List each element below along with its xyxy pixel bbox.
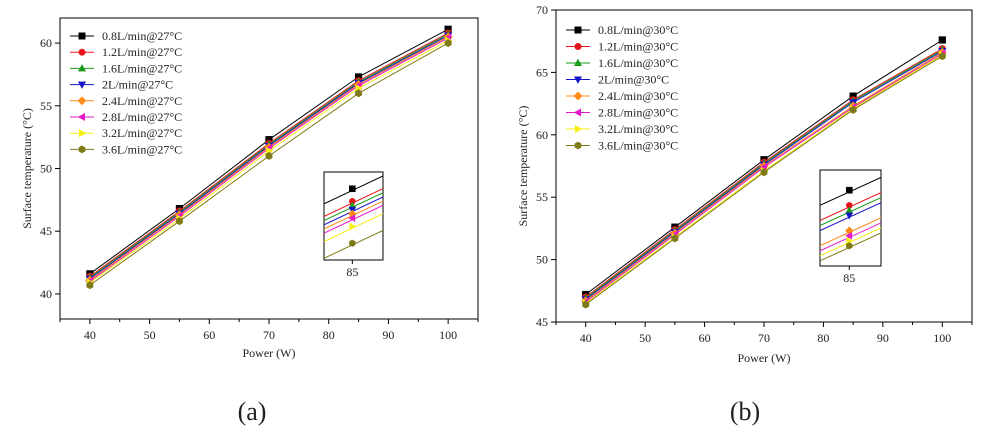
data-point [582, 300, 590, 309]
y-tick-label: 70 [536, 3, 548, 17]
legend-label: 2.4L/min@27°C [102, 94, 182, 108]
inset-series [820, 176, 881, 262]
legend-marker [78, 48, 86, 56]
data-point [938, 36, 946, 44]
x-tick-label: 90 [877, 331, 889, 345]
y-axis-title: Surface temperature (°C) [516, 106, 530, 227]
legend-label: 2.8L/min@27°C [102, 110, 182, 124]
x-tick-label: 100 [439, 328, 457, 342]
legend-label: 2L/min@27°C [102, 78, 173, 92]
chart-b: 40 50 60 70 80 90 100 45 50 55 60 65 70 Power (W) Surf… [516, 3, 973, 426]
data-point [760, 168, 768, 177]
x-tick-label: 70 [263, 328, 275, 342]
legend-marker [574, 124, 583, 134]
legend-marker [574, 26, 582, 34]
inset-point [845, 186, 853, 194]
legend-marker [77, 81, 87, 89]
y-tick-label: 50 [536, 253, 548, 267]
y-axis-title: Surface temperature (°C) [20, 108, 34, 229]
x-tick-label: 60 [203, 328, 215, 342]
y-tick-label: 45 [40, 224, 52, 238]
inset-point [349, 239, 356, 247]
inset-frame [819, 169, 882, 267]
legend-marker [574, 141, 582, 150]
inset: 85 [323, 171, 384, 279]
x-tick-label: 40 [84, 328, 96, 342]
inset-point [349, 185, 356, 193]
legend-marker [78, 145, 86, 154]
legend-label: 2L/min@30°C [598, 73, 669, 87]
legend-marker [573, 108, 582, 117]
x-tick-label: 40 [580, 331, 592, 345]
inset: 85 [819, 169, 882, 285]
data-point [938, 52, 946, 61]
y-tick-label: 50 [40, 162, 52, 176]
x-tick-label: 50 [144, 328, 156, 342]
chart-a: 40 50 60 70 80 90 100 40 45 50 55 60 Power (W) Surfac… [20, 17, 479, 426]
series-7 [86, 39, 452, 290]
legend-marker [573, 76, 583, 84]
inset-point [845, 231, 853, 240]
legend: 0.8L/min@27°C 1.2L/min@27°C 1.6L/min@27°C 2… [70, 29, 182, 156]
inset-tick-label: 85 [346, 265, 358, 279]
legend-label: 0.8L/min@27°C [102, 29, 182, 43]
data-point [175, 217, 183, 226]
legend-label: 0.8L/min@30°C [598, 23, 678, 37]
legend-label: 3.6L/min@30°C [598, 139, 678, 153]
legend-label: 2.4L/min@30°C [598, 89, 678, 103]
y-tick-label: 60 [40, 36, 52, 50]
x-axis-title: Power (W) [243, 346, 296, 360]
data-point [355, 89, 363, 98]
x-axis-title: Power (W) [738, 351, 791, 365]
legend-marker [78, 129, 87, 138]
x-tick-label: 60 [699, 331, 711, 345]
inset-point [846, 242, 853, 250]
x-tick-label: 90 [382, 328, 394, 342]
legend-marker [78, 32, 86, 40]
legend-marker [77, 112, 86, 122]
y-tick-label: 40 [40, 287, 52, 301]
data-point [671, 234, 679, 243]
legend-label: 1.2L/min@30°C [598, 40, 678, 54]
y-tick-label: 55 [40, 99, 52, 113]
legend-marker [574, 42, 582, 50]
legend-marker [77, 64, 87, 72]
legend-label: 3.2L/min@30°C [598, 122, 678, 136]
figure-caption: (b) [730, 397, 760, 426]
x-tick-label: 80 [323, 328, 335, 342]
data-point [849, 105, 857, 114]
legend-label: 1.6L/min@30°C [598, 56, 678, 70]
legend-marker [573, 91, 583, 101]
x-tick-label: 70 [758, 331, 770, 345]
data-point [444, 39, 452, 48]
legend-label: 1.6L/min@27°C [102, 61, 182, 75]
legend-label: 3.6L/min@27°C [102, 142, 182, 156]
figure-caption: (a) [238, 397, 267, 426]
data-point [86, 281, 94, 290]
y-tick-label: 65 [536, 65, 548, 79]
inset-point [845, 212, 854, 220]
y-tick-label: 60 [536, 128, 548, 142]
x-tick-label: 80 [817, 331, 829, 345]
inset-point [349, 222, 357, 231]
inset-point [348, 214, 356, 222]
legend-marker [77, 96, 87, 106]
inset-tick-label: 85 [843, 271, 855, 285]
legend: 0.8L/min@30°C 1.2L/min@30°C 1.6L/min@30°C 2… [566, 23, 678, 153]
legend-label: 1.2L/min@27°C [102, 45, 182, 59]
series-7 [582, 52, 946, 309]
y-tick-label: 55 [536, 190, 548, 204]
x-tick-label: 50 [639, 331, 651, 345]
legend-label: 2.8L/min@30°C [598, 106, 678, 120]
inset-series [324, 175, 383, 259]
inset-point [846, 236, 854, 245]
y-tick-label: 45 [536, 315, 548, 329]
data-point [265, 151, 273, 160]
legend-label: 3.2L/min@27°C [102, 126, 182, 140]
legend-marker [573, 58, 583, 67]
x-tick-label: 100 [933, 331, 951, 345]
